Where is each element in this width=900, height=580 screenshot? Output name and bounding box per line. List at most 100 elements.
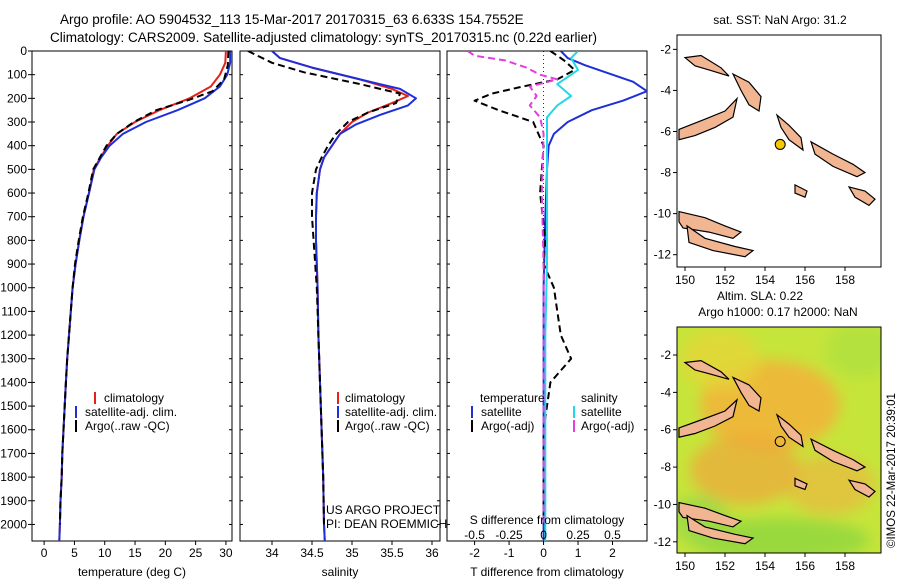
depth-tick-label: 1700	[0, 446, 27, 460]
land-mass	[809, 437, 867, 472]
sst-map-xtick-label: 152	[715, 273, 735, 287]
legend-label-argo: Argo(..raw -QC)	[345, 419, 430, 433]
sla-map-ytick-label: -8	[660, 460, 671, 474]
legend-label-sal-argo: Argo(-adj)	[581, 419, 634, 433]
legend-label-temp-argo: Argo(-adj)	[481, 419, 534, 433]
land-mass	[731, 376, 762, 412]
land-mass	[678, 398, 739, 438]
land-mass	[847, 479, 876, 498]
sst-map-xtick-label: 154	[755, 273, 775, 287]
sla-map-subtitle: Argo h1000: 0.17 h2000: NaN	[698, 305, 857, 319]
header-line1: Argo profile: AO 5904532_113 15-Mar-2017…	[60, 12, 524, 27]
sla-map-xtick-label: 150	[675, 559, 695, 573]
sla-anomaly	[680, 330, 760, 390]
difference-xlabel: T difference from climatology	[470, 565, 624, 579]
sst-map-title: sat. SST: NaN Argo: 31.2	[713, 13, 847, 27]
depth-tick-label: 300	[7, 115, 27, 129]
temperature-xtick-label: 30	[219, 546, 233, 560]
argo-position-marker	[774, 138, 786, 150]
land-mass	[678, 96, 739, 141]
temperature-series-argo-raw-qc-	[58, 51, 230, 525]
sla-map-ytick-label: -2	[660, 348, 671, 362]
sla-map-ytick-label: -4	[660, 385, 671, 399]
salinity-panel	[239, 50, 441, 542]
sla-anomaly	[785, 455, 875, 515]
land-mass	[775, 113, 804, 152]
salinity-difference-tick-label: 0.5	[604, 528, 621, 542]
sst-map-ytick-label: -2	[660, 42, 671, 56]
depth-tick-label: 1600	[0, 423, 27, 437]
depth-tick-label: 1400	[0, 375, 27, 389]
sla-map-frame	[676, 326, 882, 554]
depth-tick-label: 400	[7, 139, 27, 153]
depth-tick-label: 1500	[0, 399, 27, 413]
sst-map-ytick-label: -4	[660, 83, 671, 97]
salinity-xtick-label: 34	[265, 546, 279, 560]
salinity-xtick-label: 34.5	[300, 546, 324, 560]
temperature-xtick-label: 0	[41, 546, 48, 560]
sla-map-ytick-label: -12	[654, 535, 672, 549]
land-mass	[686, 224, 755, 258]
legend-title-temperature: temperature	[480, 391, 545, 405]
legend-label-climatology: climatology	[104, 391, 164, 405]
temperature-xtick-label: 15	[128, 546, 142, 560]
sst-map-xtick-label: 156	[795, 273, 815, 287]
salinity-series-argo-raw-qc-	[247, 51, 401, 525]
salinity-difference-tick-label: -0.25	[495, 528, 523, 542]
credit-pi: PI: DEAN ROEMMICH	[326, 517, 447, 531]
salinity-series-satellite-adj-clim-	[271, 51, 417, 541]
legend-title-salinity: salinity	[581, 391, 618, 405]
sst-map-ytick-label: -10	[654, 207, 672, 221]
difference-legend: temperature salinity satellite Argo(-adj…	[471, 391, 634, 433]
temperature-panel	[31, 50, 233, 542]
temperature-series-satellite-adj-clim-	[58, 51, 232, 541]
sla-map-ytick-label: -6	[660, 423, 671, 437]
salinity-xtick-label: 35	[345, 546, 359, 560]
sla-map-ytick-label: -10	[654, 497, 672, 511]
difference-xtick-label: -2	[469, 546, 480, 560]
legend-label-climatology: climatology	[345, 391, 405, 405]
depth-tick-label: 1000	[0, 281, 27, 295]
imos-credit: ©IMOS 22-Mar-2017 20:39:01	[886, 393, 898, 548]
temperature-xtick-label: 20	[159, 546, 173, 560]
sla-map-xtick-label: 158	[835, 559, 855, 573]
difference-xtick-label: 1	[575, 546, 582, 560]
sla-anomaly	[690, 518, 870, 553]
salinity-series-climatology	[271, 51, 409, 541]
depth-tick-label: 1300	[0, 352, 27, 366]
salinity-difference-tick-label: 0	[540, 528, 547, 542]
sla-map-xtick-label: 152	[715, 559, 735, 573]
depth-tick-label: 500	[7, 162, 27, 176]
temperature-xlabel: temperature (deg C)	[78, 565, 186, 579]
land-mass	[678, 501, 743, 528]
depth-tick-label: 1900	[0, 494, 27, 508]
temperature-legend: climatology satellite-adj. clim. Argo(..…	[75, 391, 177, 433]
difference-panel	[446, 50, 648, 542]
header-line2: Climatology: CARS2009. Satellite-adjuste…	[50, 30, 597, 45]
land-mass	[847, 185, 876, 207]
land-mass	[775, 413, 804, 448]
legend-label-argo: Argo(..raw -QC)	[85, 419, 170, 433]
depth-axis: 0 100 200 300 400 500 600 700 800 900 1000 1100 1200…	[0, 44, 32, 531]
salinity-legend: climatology satellite-adj. clim. Argo(..…	[337, 391, 437, 433]
difference-series-temperature-argo-adj-	[473, 51, 576, 525]
credit-project: US ARGO PROJECT	[326, 503, 441, 517]
sla-anomaly	[690, 435, 800, 505]
salinity-xtick-label: 36	[425, 546, 439, 560]
temperature-xtick-label: 10	[98, 546, 112, 560]
salinity-xlabel: salinity	[322, 565, 359, 579]
legend-label-satellite: satellite-adj. clim.	[345, 405, 437, 419]
sla-map-xtick-label: 154	[755, 559, 775, 573]
sst-map-ytick-label: -6	[660, 124, 671, 138]
legend-label-temp-satellite: satellite	[481, 405, 522, 419]
legend-label-sal-satellite: satellite	[581, 405, 622, 419]
sst-map	[676, 34, 882, 268]
sla-map	[676, 326, 882, 554]
difference-series-salinity-argo-adj-	[467, 51, 559, 525]
temperature-xtick-label: 5	[71, 546, 78, 560]
land-mass	[731, 72, 762, 112]
land-mass	[683, 54, 730, 77]
argo-position-marker	[774, 435, 786, 447]
difference-series-salinity-satellite	[544, 51, 579, 541]
sst-map-xtick-label: 158	[835, 273, 855, 287]
